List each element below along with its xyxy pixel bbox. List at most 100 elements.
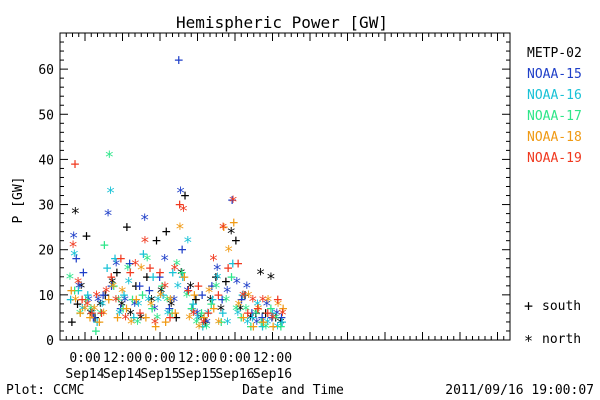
data-point-noaa-17: * — [162, 291, 172, 310]
data-point-noaa-15: * — [84, 291, 94, 310]
data-point-noaa-17: * — [114, 291, 124, 310]
data-point-noaa-16: * — [183, 233, 193, 252]
legend-marker-south-symbol: + — [524, 297, 533, 315]
data-point-noaa-17: + — [100, 236, 109, 254]
data-point-noaa-17: + — [138, 286, 147, 304]
data-point-noaa-15: + — [125, 254, 134, 272]
data-point-metp-02: * — [256, 264, 266, 283]
data-point-noaa-19: * — [209, 251, 219, 270]
x-tick-label-date: Sep15 — [140, 367, 179, 382]
data-point-metp-02: + — [112, 263, 121, 281]
data-point-metp-02: + — [152, 232, 161, 250]
data-point-noaa-18: * — [214, 314, 224, 333]
data-point-noaa-18: + — [219, 218, 228, 236]
data-point-noaa-18: * — [273, 296, 283, 315]
data-point-noaa-16: + — [248, 308, 257, 326]
data-point-noaa-15: + — [99, 286, 108, 304]
data-point-noaa-19: + — [116, 250, 125, 268]
data-point-noaa-19: * — [73, 273, 83, 292]
data-point-noaa-18: * — [146, 296, 156, 315]
data-point-noaa-19: * — [238, 287, 248, 306]
data-point-noaa-17: * — [241, 300, 251, 319]
data-point-noaa-18: + — [132, 290, 141, 308]
data-point-noaa-16: + — [74, 281, 83, 299]
y-tick-label: 30 — [38, 199, 54, 214]
data-point-noaa-16: * — [134, 296, 144, 315]
data-point-noaa-16: + — [103, 259, 112, 277]
data-point-noaa-15: * — [242, 278, 252, 297]
data-point-noaa-19: * — [258, 291, 268, 310]
chart-title: Hemispheric Power [GW] — [176, 13, 388, 32]
data-point-noaa-15: + — [174, 51, 183, 69]
data-point-noaa-19: + — [155, 263, 164, 281]
data-point-noaa-17: + — [257, 313, 266, 331]
x-tick-label-time: 12:00 — [253, 351, 292, 366]
data-point-noaa-18: * — [244, 287, 254, 306]
data-point-noaa-18: + — [113, 308, 122, 326]
data-point-noaa-17: + — [148, 299, 157, 317]
data-point-metp-02: * — [196, 309, 206, 328]
data-point-noaa-18: * — [117, 282, 127, 301]
data-point-noaa-15: + — [218, 290, 227, 308]
data-point-noaa-15: * — [212, 260, 222, 279]
legend-marker-south-label: south — [542, 299, 581, 314]
data-point-metp-02: * — [147, 291, 157, 310]
data-point-noaa-16: * — [273, 318, 283, 337]
data-point-noaa-19: * — [92, 287, 102, 306]
data-point-noaa-16: * — [88, 305, 98, 324]
data-point-noaa-16: * — [253, 296, 263, 315]
data-point-noaa-16: + — [268, 304, 277, 322]
data-point-noaa-17: + — [91, 322, 100, 340]
data-point-noaa-15: * — [120, 291, 130, 310]
data-point-metp-02: * — [70, 203, 80, 222]
data-point-noaa-18: + — [279, 299, 288, 317]
data-point-noaa-18: * — [224, 242, 234, 261]
data-point-noaa-17: * — [182, 287, 192, 306]
data-point-noaa-19: + — [145, 259, 154, 277]
data-point-metp-02: * — [186, 278, 196, 297]
data-point-noaa-17: + — [237, 308, 246, 326]
data-points: +*+*+*+*+*+*+*+*+*+*+*+*+*+*+*+*+*+*+*+*… — [65, 51, 287, 340]
data-point-noaa-16: * — [193, 309, 203, 328]
data-point-noaa-18: * — [108, 278, 118, 297]
data-point-noaa-18: + — [180, 268, 189, 286]
data-point-noaa-19: + — [107, 268, 116, 286]
data-point-noaa-15: * — [69, 228, 79, 247]
data-point-noaa-18: * — [99, 305, 109, 324]
data-point-noaa-16: * — [78, 300, 88, 319]
data-point-noaa-15: + — [187, 299, 196, 317]
data-point-noaa-19: * — [268, 309, 278, 328]
data-point-noaa-19: * — [189, 305, 199, 324]
data-point-noaa-19: + — [204, 304, 213, 322]
data-point-metp-02: + — [162, 223, 171, 241]
data-point-noaa-17: * — [202, 318, 212, 337]
data-point-noaa-18: * — [136, 260, 146, 279]
data-point-noaa-18: * — [254, 300, 264, 319]
data-point-noaa-17: + — [177, 263, 186, 281]
data-point-noaa-19: * — [101, 282, 111, 301]
data-point-metp-02: * — [246, 309, 256, 328]
data-point-noaa-19: + — [263, 304, 272, 322]
data-point-noaa-16: + — [110, 250, 119, 268]
legend-entry-noaa-15: NOAA-15 — [527, 67, 582, 82]
data-point-noaa-19: + — [184, 281, 193, 299]
data-point-noaa-15: + — [198, 286, 207, 304]
data-point-noaa-19: * — [278, 305, 288, 324]
data-point-noaa-17: + — [109, 277, 118, 295]
data-point-noaa-16: + — [159, 286, 168, 304]
data-point-noaa-15: * — [169, 291, 179, 310]
data-point-noaa-19: * — [140, 233, 150, 252]
data-point-noaa-15: * — [232, 273, 242, 292]
legend-marker-north-label: north — [542, 332, 581, 347]
data-point-noaa-19: + — [214, 286, 223, 304]
data-point-noaa-17: + — [128, 290, 137, 308]
data-point-metp-02: + — [240, 286, 249, 304]
data-point-noaa-19: * — [248, 291, 258, 310]
data-point-noaa-16: + — [178, 268, 187, 286]
data-point-noaa-19: + — [70, 155, 79, 173]
data-point-noaa-18: * — [263, 291, 273, 310]
data-point-metp-02: + — [142, 268, 151, 286]
data-point-noaa-16: + — [83, 286, 92, 304]
data-point-noaa-17: * — [231, 300, 241, 319]
footer-timestamp: 2011/09/16 19:00:07 — [445, 383, 594, 398]
